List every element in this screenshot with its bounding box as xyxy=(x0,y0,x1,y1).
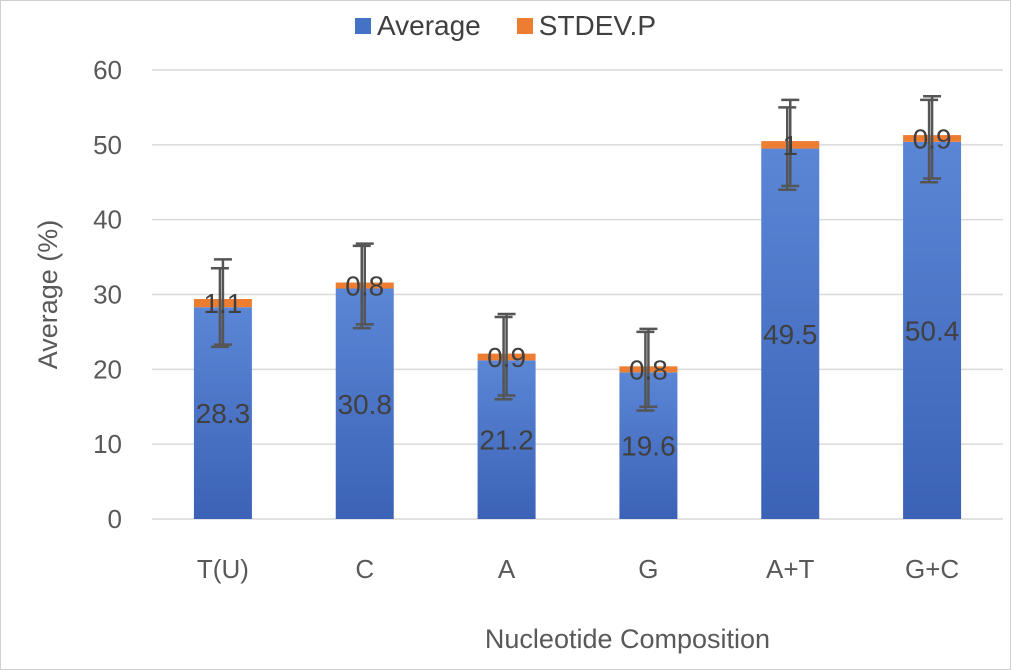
y-tick-label-20: 20 xyxy=(93,354,122,384)
x-axis-title: Nucleotide Composition xyxy=(485,624,770,654)
x-tick-label-5: G+C xyxy=(905,554,959,584)
y-axis-title: Average (%) xyxy=(33,220,63,370)
y-tick-label-40: 40 xyxy=(93,205,122,235)
x-tick-label-1: C xyxy=(355,554,374,584)
x-tick-label-2: A xyxy=(498,554,516,584)
legend-label-stdev: STDEV.P xyxy=(538,10,657,41)
x-tick-label-0: T(U) xyxy=(197,554,249,584)
x-tick-label-3: G xyxy=(638,554,658,584)
data-label-average-2: 21.2 xyxy=(479,425,534,456)
y-tick-label-50: 50 xyxy=(93,130,122,160)
data-label-stdev-3: 0.8 xyxy=(629,354,668,385)
bar-average-5 xyxy=(903,141,962,519)
legend-swatch-stdev xyxy=(516,18,533,34)
y-tick-label-10: 10 xyxy=(93,429,122,459)
data-label-stdev-4: 1 xyxy=(782,130,798,161)
data-label-average-4: 49.5 xyxy=(763,319,818,350)
data-label-stdev-5: 0.9 xyxy=(913,123,952,154)
legend-swatch-average xyxy=(354,18,371,34)
bar-average-4 xyxy=(761,148,820,519)
data-label-average-0: 28.3 xyxy=(196,398,251,429)
data-label-average-1: 30.8 xyxy=(338,389,393,420)
x-tick-label-4: A+T xyxy=(766,554,815,584)
data-label-stdev-0: 1.1 xyxy=(203,288,242,319)
data-label-average-5: 50.4 xyxy=(905,315,960,346)
legend-item-average: Average xyxy=(354,10,481,42)
y-tick-label-0: 0 xyxy=(108,504,122,534)
y-tick-label-30: 30 xyxy=(93,280,122,310)
data-label-average-3: 19.6 xyxy=(621,431,676,462)
legend-label-average: Average xyxy=(376,10,481,41)
legend: Average STDEV.P xyxy=(0,10,1011,42)
data-label-stdev-1: 0.8 xyxy=(345,271,384,302)
data-label-stdev-2: 0.9 xyxy=(487,342,526,373)
y-tick-label-60: 60 xyxy=(93,55,122,85)
legend-item-stdev: STDEV.P xyxy=(516,10,657,42)
